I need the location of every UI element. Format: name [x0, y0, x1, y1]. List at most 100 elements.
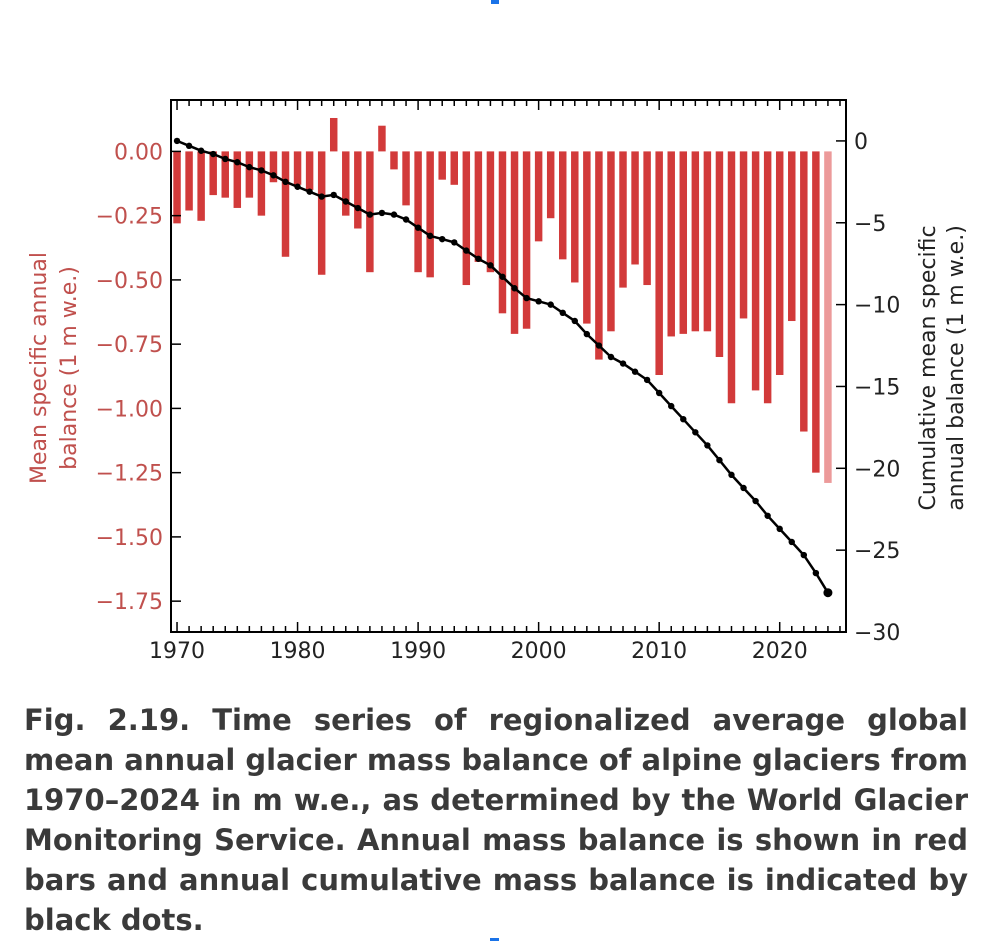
x-tick-label: 2000: [511, 639, 567, 664]
bar-2013: [691, 151, 700, 332]
cumulative-dot-2020: [776, 525, 783, 533]
right-tick-label: −25: [854, 539, 900, 564]
cumulative-dot-2019: [764, 512, 771, 519]
left-tick-label: −1.00: [96, 397, 163, 422]
cumulative-dot-1993: [451, 239, 458, 246]
bar-2008: [631, 151, 639, 265]
bar-2023: [812, 151, 820, 473]
cumulative-dot-1970: [173, 137, 181, 145]
bar-1997: [498, 151, 507, 314]
left-tick-label: −0.25: [96, 205, 163, 230]
cumulative-dot-2003: [571, 317, 578, 325]
bar-2009: [643, 151, 651, 286]
bar-1993: [450, 151, 458, 185]
right-tick-label: −30: [854, 621, 900, 646]
bar-2004: [583, 151, 591, 324]
bar-2015: [715, 151, 724, 358]
bar-1992: [438, 151, 446, 180]
bar-2000: [534, 151, 543, 242]
bar-1987: [378, 125, 386, 152]
cumulative-layer: [173, 137, 833, 598]
bar-1981: [305, 151, 314, 190]
bar-1970: [173, 151, 181, 224]
bar-1990: [414, 151, 422, 273]
left-tick-label: −0.75: [96, 333, 163, 358]
bar-1998: [510, 151, 519, 334]
x-tick-label: 1980: [270, 639, 326, 664]
bar-2020: [775, 151, 784, 375]
cumulative-dot-1978: [270, 172, 277, 179]
cumulative-dot-1988: [390, 211, 398, 218]
bar-2001: [546, 151, 555, 219]
y-axis-right-title-line2: annual balance (1 m w.e.): [944, 225, 969, 511]
bar-1975: [233, 151, 242, 208]
bar-1973: [209, 151, 217, 196]
bar-1974: [221, 151, 229, 198]
cumulative-dot-1991: [426, 232, 434, 240]
bar-2024: [824, 151, 832, 483]
bar-1991: [426, 151, 434, 278]
bar-1972: [197, 151, 205, 221]
bar-2016: [727, 151, 736, 404]
cumulative-dot-2017: [740, 484, 747, 492]
bar-1982: [317, 151, 326, 275]
right-tick-label: −15: [854, 375, 900, 400]
bar-2012: [679, 151, 688, 334]
cumulative-dot-1971: [185, 142, 193, 150]
cumulative-dot-1990: [414, 224, 422, 231]
right-tick-label: −20: [854, 457, 900, 482]
cumulative-dot-2024: [823, 588, 833, 598]
left-tick-label: −1.50: [96, 526, 163, 551]
cumulative-dot-2011: [668, 402, 675, 410]
bar-2007: [619, 151, 627, 288]
bar-2017: [739, 151, 748, 319]
cumulative-dot-1997: [499, 273, 506, 280]
bar-2011: [667, 151, 675, 337]
cumulative-dot-2016: [728, 471, 735, 479]
left-tick-label: −1.25: [96, 462, 163, 487]
cumulative-dot-1989: [402, 216, 410, 223]
bar-1999: [522, 151, 531, 329]
cumulative-dot-1987: [378, 209, 386, 217]
bar-2014: [703, 151, 712, 332]
cumulative-dot-1998: [511, 285, 518, 292]
cumulative-dot-1995: [475, 255, 482, 262]
cumulative-dot-1974: [222, 155, 229, 163]
x-tick-label: 2020: [752, 639, 808, 664]
cumulative-dot-1999: [523, 294, 530, 302]
bar-2006: [607, 151, 615, 332]
bar-1980: [293, 151, 302, 185]
cumulative-dot-1972: [197, 147, 205, 154]
cumulative-dot-1977: [258, 167, 265, 174]
bar-1976: [245, 151, 254, 198]
cumulative-dot-2002: [559, 309, 566, 316]
cumulative-dot-2008: [631, 368, 639, 375]
left-tick-label: 0.00: [114, 140, 163, 165]
cumulative-dot-1983: [330, 191, 337, 199]
cumulative-dot-1985: [354, 204, 362, 212]
y-axis-left-title-line2: balance (1 m w.e.): [57, 266, 82, 470]
cumulative-dot-1979: [282, 178, 289, 186]
cumulative-dot-1994: [463, 247, 470, 254]
bar-2019: [763, 151, 772, 404]
cumulative-dot-2022: [800, 551, 808, 559]
cumulative-dot-1984: [342, 198, 349, 205]
cumulative-dot-1992: [439, 235, 446, 243]
cumulative-dot-2010: [655, 389, 663, 397]
cumulative-dot-2004: [583, 330, 591, 338]
plot-frame: [170, 99, 847, 633]
cumulative-dot-2012: [680, 416, 687, 423]
bar-1988: [390, 151, 398, 170]
cumulative-dot-2023: [812, 569, 820, 577]
cumulative-dot-1982: [318, 193, 325, 200]
bar-2021: [788, 151, 796, 322]
cumulative-dot-1976: [246, 163, 253, 171]
cumulative-dot-1980: [294, 183, 301, 190]
bar-1984: [342, 151, 350, 216]
cumulative-dot-2018: [752, 497, 759, 505]
bar-2003: [571, 151, 579, 283]
cumulative-dot-2009: [643, 376, 651, 384]
cumulative-dot-2000: [535, 298, 542, 305]
bar-2005: [595, 151, 603, 360]
bar-2018: [751, 151, 760, 391]
